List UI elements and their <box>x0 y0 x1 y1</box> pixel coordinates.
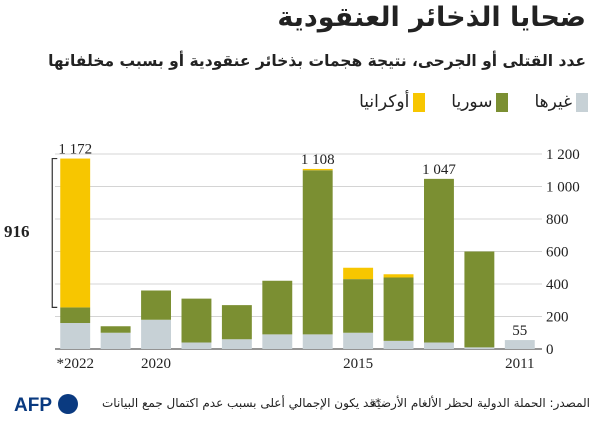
legend-label-syria: سوريا <box>451 92 493 112</box>
y-tick-label: 1 000 <box>546 180 580 196</box>
bar-segment <box>383 340 414 349</box>
bar-segment <box>141 319 171 349</box>
data-label: 55 <box>512 323 527 339</box>
bar-segment <box>60 323 91 349</box>
footnote: *قد يكون الإجمالي أعلى بسبب عدم اكتمال ج… <box>102 396 382 410</box>
legend-item-others: غيرها <box>534 92 588 112</box>
bar-segment <box>424 178 454 343</box>
bar-segment <box>141 290 171 320</box>
bar-segment <box>504 340 535 349</box>
legend-item-syria: سوريا <box>451 92 509 112</box>
bar-segment <box>100 326 131 333</box>
data-label: 1 108 <box>301 152 335 168</box>
afp-logo: AFP <box>14 394 78 415</box>
legend-swatch-syria <box>496 92 509 112</box>
ukraine-bracket <box>51 157 58 308</box>
bar-segment <box>383 274 414 278</box>
bar-segment <box>383 277 414 341</box>
data-label: 1 172 <box>58 142 92 158</box>
y-tick-label: 0 <box>546 342 554 358</box>
bar-segment <box>302 170 333 335</box>
svg-text:AFP: AFP <box>14 395 52 415</box>
bar-segment <box>464 251 495 348</box>
y-tick-label: 200 <box>546 310 569 326</box>
bar-segment <box>100 332 131 349</box>
x-tick-label: 2020 <box>141 356 171 372</box>
y-tick-label: 600 <box>546 245 569 261</box>
x-tick-label: 2011 <box>505 356 534 372</box>
bar-segment <box>262 334 293 349</box>
chart-subtitle: عدد القتلى أو الجرحى، نتيجة هجمات بذخائر… <box>48 52 586 70</box>
data-label: 1 047 <box>422 162 456 178</box>
y-tick-label: 800 <box>546 212 569 228</box>
y-tick-label: 1 200 <box>546 147 580 163</box>
legend-label-others: غيرها <box>534 92 572 112</box>
bar-segment <box>181 298 212 343</box>
bar-segment <box>343 332 374 349</box>
legend-swatch-others <box>576 92 588 112</box>
bar-segment <box>60 158 91 308</box>
bar-segment <box>343 279 374 333</box>
bar-segment <box>221 339 252 349</box>
bar-segment <box>424 342 454 349</box>
bar-segment <box>221 305 252 340</box>
y-tick-label: 400 <box>546 277 569 293</box>
bar-segment <box>262 280 293 335</box>
legend-item-ukraine: أوكرانيا <box>359 92 426 112</box>
legend-label-ukraine: أوكرانيا <box>359 92 410 112</box>
x-tick-label: 2015 <box>343 356 373 372</box>
ukraine-bracket-value: 916 <box>4 222 30 241</box>
chart-title: ضحايا الذخائر العنقودية <box>277 2 586 33</box>
source-credit: المصدر: الحملة الدولية لحظر الألغام الأر… <box>370 396 590 410</box>
legend-swatch-ukraine <box>413 92 426 112</box>
chart-legend: أوكرانيا سوريا غيرها <box>359 92 588 112</box>
bar-segment <box>464 347 495 349</box>
bar-segment <box>60 307 91 323</box>
bar-segment <box>302 168 333 171</box>
bar-segment <box>343 267 374 280</box>
bar-segment <box>302 334 333 349</box>
bar-segment <box>181 342 212 349</box>
x-tick-label: *2022 <box>56 356 94 372</box>
